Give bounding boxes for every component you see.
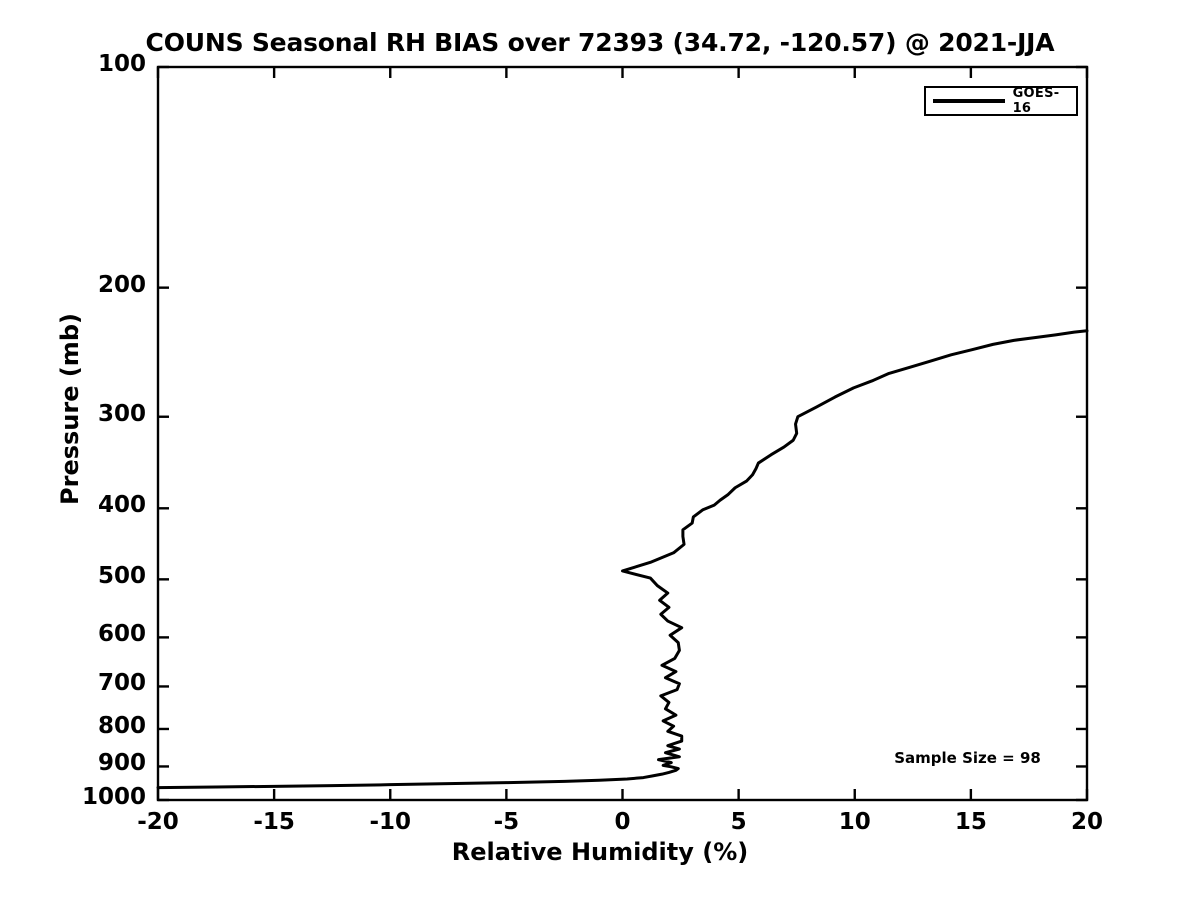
sample-size-annotation: Sample Size = 98	[894, 749, 1041, 768]
y-tick-label: 600	[97, 621, 146, 648]
page-title: COUNS Seasonal RH BIAS over 72393 (34.72…	[145, 28, 1055, 57]
x-tick-label: 10	[838, 809, 871, 835]
axes-frame	[156, 65, 1089, 802]
y-tick-label: 700	[97, 670, 146, 697]
data-series-line	[156, 329, 1089, 790]
x-tick-label: 0	[614, 809, 631, 835]
x-axis-label: Relative Humidity (%)	[451, 838, 749, 866]
y-tick-label: 100	[97, 51, 146, 77]
x-tick-label: -5	[493, 809, 520, 835]
x-tick-label: 5	[730, 809, 747, 835]
legend: GOES-16	[924, 86, 1078, 116]
x-tick-label: -10	[369, 809, 412, 835]
x-tick-label: 20	[1070, 809, 1103, 835]
y-tick-label: 1000	[81, 784, 146, 810]
x-tick-label: 15	[954, 809, 987, 835]
legend-line-swatch	[933, 99, 1005, 103]
x-tick-label: -20	[137, 809, 179, 835]
y-tick-label: 300	[97, 400, 146, 427]
y-tick-label: 500	[97, 563, 146, 590]
y-tick-label: 900	[97, 750, 146, 777]
y-tick-label: 200	[97, 271, 146, 298]
y-tick-label: 400	[97, 492, 146, 519]
legend-label-goes16: GOES-16	[1012, 86, 1060, 116]
x-tick-label: -15	[253, 809, 295, 835]
y-tick-label: 800	[97, 712, 146, 739]
